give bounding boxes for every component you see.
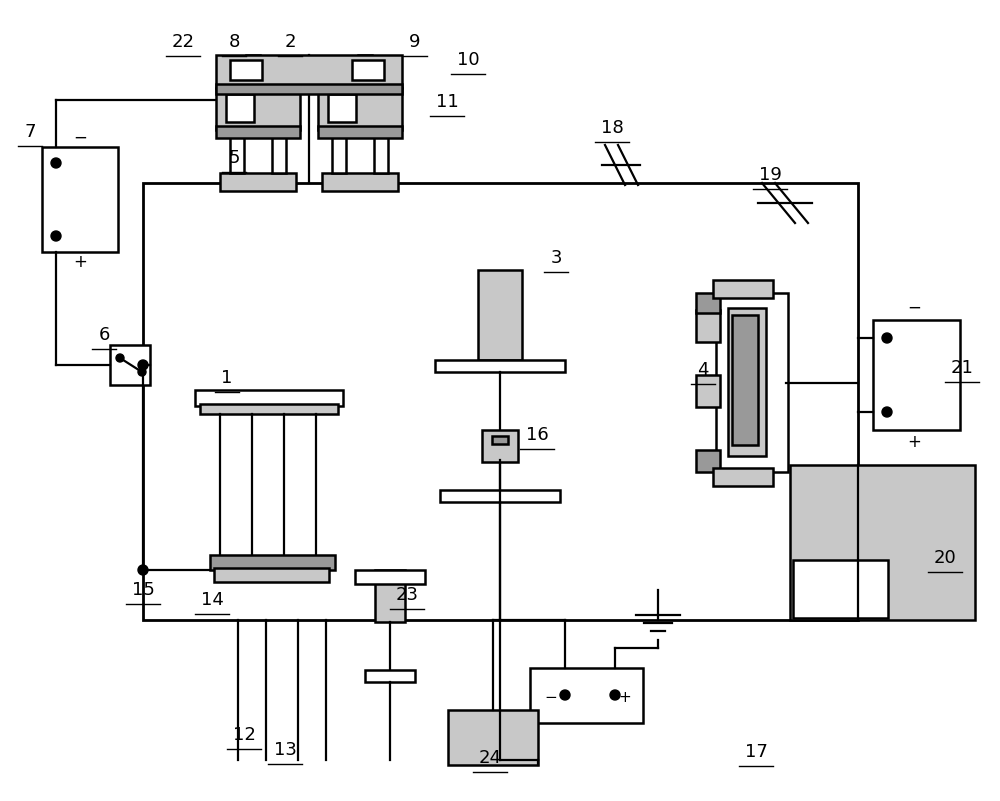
Text: 7: 7	[24, 123, 36, 141]
Text: 17: 17	[745, 743, 767, 761]
Bar	[696, 375, 720, 407]
Bar	[352, 60, 384, 80]
Text: 14: 14	[201, 591, 223, 609]
Bar	[318, 126, 402, 138]
Text: 15: 15	[132, 581, 154, 599]
Text: +: +	[619, 690, 631, 706]
Text: 18: 18	[601, 119, 623, 137]
Bar	[332, 130, 346, 173]
Circle shape	[138, 565, 148, 575]
Text: 20: 20	[934, 549, 956, 567]
Bar	[713, 280, 773, 298]
Bar	[482, 430, 518, 462]
Bar	[246, 55, 260, 88]
Bar	[716, 293, 788, 472]
Bar	[226, 94, 254, 122]
Text: 13: 13	[274, 741, 296, 759]
Bar	[374, 130, 388, 173]
Bar	[492, 436, 508, 444]
Text: 11: 11	[436, 93, 458, 111]
Text: 23: 23	[396, 586, 418, 604]
Bar	[220, 173, 296, 191]
Text: 19: 19	[759, 166, 781, 184]
Bar	[230, 60, 262, 80]
Bar	[200, 404, 338, 414]
Circle shape	[882, 407, 892, 417]
Text: 5: 5	[228, 149, 240, 167]
Bar	[696, 310, 720, 342]
Text: +: +	[73, 253, 87, 271]
Bar	[718, 295, 786, 470]
Text: 16: 16	[526, 426, 548, 444]
Bar	[322, 173, 398, 191]
Bar	[272, 130, 286, 173]
Bar	[328, 94, 356, 122]
Text: 8: 8	[228, 33, 240, 51]
Circle shape	[610, 690, 620, 700]
Bar	[110, 345, 150, 385]
Bar	[873, 320, 960, 430]
Text: 2: 2	[284, 33, 296, 51]
Bar	[448, 710, 538, 765]
Bar	[216, 55, 402, 88]
Circle shape	[138, 360, 148, 370]
Circle shape	[560, 690, 570, 700]
Circle shape	[51, 158, 61, 168]
Bar	[478, 270, 522, 360]
Bar	[696, 450, 720, 472]
Bar	[230, 130, 244, 173]
Bar	[793, 560, 888, 618]
Bar	[732, 315, 758, 445]
Bar	[210, 555, 335, 570]
Bar	[216, 126, 300, 138]
Text: −: −	[73, 129, 87, 147]
Text: 3: 3	[550, 249, 562, 267]
Text: 4: 4	[697, 361, 709, 379]
Text: 10: 10	[457, 51, 479, 69]
Text: +: +	[907, 433, 921, 451]
Bar	[216, 84, 402, 94]
Bar	[365, 670, 415, 682]
Text: 21: 21	[951, 359, 973, 377]
Circle shape	[116, 354, 124, 362]
Text: 22: 22	[172, 33, 194, 51]
Circle shape	[882, 333, 892, 343]
Text: 1: 1	[221, 369, 233, 387]
Bar	[195, 390, 343, 406]
Bar	[143, 183, 858, 620]
Text: 24: 24	[479, 749, 502, 767]
Text: −: −	[907, 299, 921, 317]
Bar	[355, 570, 425, 584]
Text: 9: 9	[409, 33, 421, 51]
Bar	[214, 568, 329, 582]
Bar	[358, 55, 372, 88]
Bar	[728, 308, 766, 456]
Text: 12: 12	[233, 726, 255, 744]
Bar	[435, 360, 565, 372]
Bar	[42, 147, 118, 252]
Bar	[530, 668, 643, 723]
Text: −: −	[545, 690, 557, 706]
Circle shape	[51, 231, 61, 241]
Bar	[318, 88, 402, 130]
Bar	[790, 465, 975, 620]
Bar	[216, 88, 300, 130]
Circle shape	[138, 368, 146, 376]
Text: 6: 6	[98, 326, 110, 344]
Bar	[440, 490, 560, 502]
Bar	[375, 570, 405, 622]
Bar	[713, 468, 773, 486]
Bar	[696, 293, 720, 313]
